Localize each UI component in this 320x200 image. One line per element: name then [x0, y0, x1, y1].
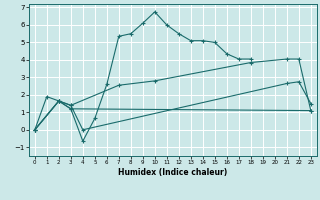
X-axis label: Humidex (Indice chaleur): Humidex (Indice chaleur): [118, 168, 228, 177]
